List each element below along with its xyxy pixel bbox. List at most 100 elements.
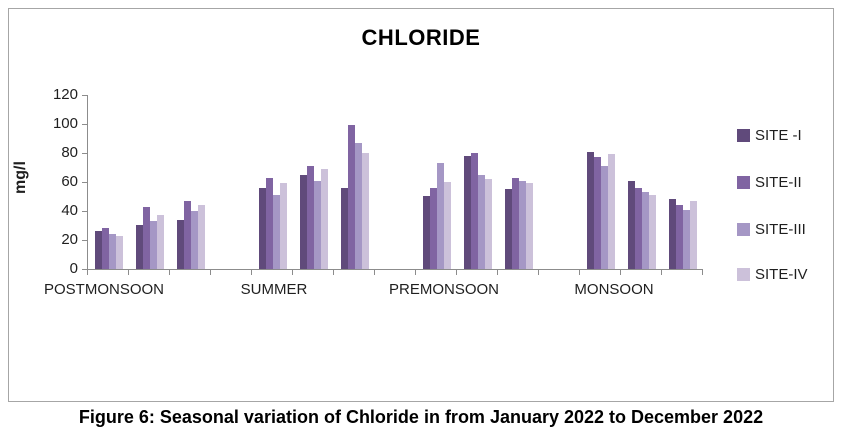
y-tick-mark bbox=[82, 240, 87, 241]
bar-group bbox=[252, 95, 293, 269]
bar-sitei bbox=[94, 231, 102, 269]
bar-siteiv bbox=[607, 154, 615, 269]
bar-group bbox=[88, 95, 129, 269]
x-tick-mark bbox=[702, 270, 703, 275]
bar-siteiii bbox=[641, 192, 649, 269]
bar-sitei bbox=[258, 188, 266, 269]
bar-sitei bbox=[586, 152, 594, 269]
x-tick-mark bbox=[374, 270, 375, 275]
bar-siteiv bbox=[648, 195, 656, 269]
bar-siteiv bbox=[197, 205, 205, 269]
bar-sitei bbox=[463, 156, 471, 269]
x-tick-mark bbox=[579, 270, 580, 275]
bar-siteii bbox=[183, 201, 191, 269]
bar-siteii bbox=[306, 166, 314, 269]
bar-siteii bbox=[470, 153, 478, 269]
plot-area bbox=[88, 95, 703, 269]
bar-siteii bbox=[634, 188, 642, 269]
x-tick-mark bbox=[538, 270, 539, 275]
bar-siteiii bbox=[313, 181, 321, 269]
x-category-label-summer: SUMMER bbox=[240, 281, 308, 298]
x-tick-mark bbox=[292, 270, 293, 275]
bar-sitei bbox=[340, 188, 348, 269]
x-tick-mark bbox=[333, 270, 334, 275]
y-tick-label: 0 bbox=[69, 260, 78, 277]
y-tick-mark bbox=[82, 95, 87, 96]
bar-siteiii bbox=[149, 221, 157, 269]
x-tick-mark bbox=[456, 270, 457, 275]
bar-group bbox=[293, 95, 334, 269]
bar-siteii bbox=[511, 178, 519, 269]
bar-siteii bbox=[142, 207, 150, 269]
legend-label: SITE-IV bbox=[755, 266, 808, 283]
y-tick-mark bbox=[82, 211, 87, 212]
x-tick-mark bbox=[497, 270, 498, 275]
x-tick-mark bbox=[620, 270, 621, 275]
legend-swatch-icon bbox=[737, 129, 750, 142]
bar-group bbox=[170, 95, 211, 269]
bar-siteiv bbox=[689, 201, 697, 269]
legend-label: SITE-III bbox=[755, 221, 806, 238]
y-tick-mark bbox=[82, 124, 87, 125]
bar-siteiii bbox=[600, 166, 608, 269]
bar-siteii bbox=[593, 157, 601, 269]
x-category-label-postmonsoon: POSTMONSOON bbox=[43, 281, 165, 298]
bar-group bbox=[662, 95, 703, 269]
legend-item-sitei: SITE -I bbox=[737, 127, 802, 144]
x-category-label-premonsoon: PREMONSOON bbox=[388, 281, 500, 298]
y-tick-label: 120 bbox=[52, 86, 78, 103]
legend-swatch-icon bbox=[737, 176, 750, 189]
y-tick-label: 40 bbox=[61, 202, 78, 219]
legend-item-siteiii: SITE-III bbox=[737, 221, 806, 238]
gap-slot bbox=[211, 95, 252, 269]
bar-group bbox=[334, 95, 375, 269]
bar-siteiv bbox=[279, 183, 287, 269]
legend-swatch-icon bbox=[737, 223, 750, 236]
bar-sitei bbox=[422, 196, 430, 269]
bar-siteiii bbox=[518, 181, 526, 269]
y-tick-label: 80 bbox=[61, 144, 78, 161]
x-tick-mark bbox=[87, 270, 88, 275]
legend-label: SITE-II bbox=[755, 174, 802, 191]
bar-siteiii bbox=[108, 234, 116, 269]
bar-siteii bbox=[347, 125, 355, 269]
y-tick-label: 60 bbox=[61, 173, 78, 190]
bar-siteiv bbox=[484, 179, 492, 269]
gap-slot bbox=[539, 95, 580, 269]
figure-caption: Figure 6: Seasonal variation of Chloride… bbox=[78, 407, 764, 427]
x-category-label-monsoon: MONSOON bbox=[574, 281, 654, 298]
x-tick-mark bbox=[661, 270, 662, 275]
bar-sitei bbox=[135, 225, 143, 269]
x-tick-mark bbox=[169, 270, 170, 275]
gap-slot bbox=[375, 95, 416, 269]
bar-sitei bbox=[668, 199, 676, 269]
legend-label: SITE -I bbox=[755, 127, 802, 144]
bar-group bbox=[580, 95, 621, 269]
bar-group bbox=[498, 95, 539, 269]
bar-siteiv bbox=[115, 236, 123, 269]
bar-siteiv bbox=[320, 169, 328, 269]
bar-siteiv bbox=[443, 182, 451, 269]
legend-item-siteiv: SITE-IV bbox=[737, 266, 808, 283]
bar-siteiv bbox=[156, 215, 164, 269]
bar-siteiv bbox=[525, 183, 533, 269]
bar-group bbox=[416, 95, 457, 269]
y-axis-title: mg/l bbox=[12, 161, 29, 195]
bar-siteiii bbox=[436, 163, 444, 269]
bar-siteiii bbox=[272, 195, 280, 269]
bar-siteiii bbox=[190, 211, 198, 269]
x-tick-mark bbox=[415, 270, 416, 275]
bar-sitei bbox=[176, 220, 184, 269]
legend-item-siteii: SITE-II bbox=[737, 174, 802, 191]
y-tick-label: 20 bbox=[61, 231, 78, 248]
bar-siteiii bbox=[682, 210, 690, 269]
y-tick-mark bbox=[82, 182, 87, 183]
x-axis-line bbox=[87, 269, 703, 270]
bar-group bbox=[129, 95, 170, 269]
y-tick-mark bbox=[82, 269, 87, 270]
bar-siteii bbox=[265, 178, 273, 269]
bar-siteii bbox=[675, 205, 683, 269]
bar-siteii bbox=[101, 228, 109, 269]
x-tick-mark bbox=[251, 270, 252, 275]
